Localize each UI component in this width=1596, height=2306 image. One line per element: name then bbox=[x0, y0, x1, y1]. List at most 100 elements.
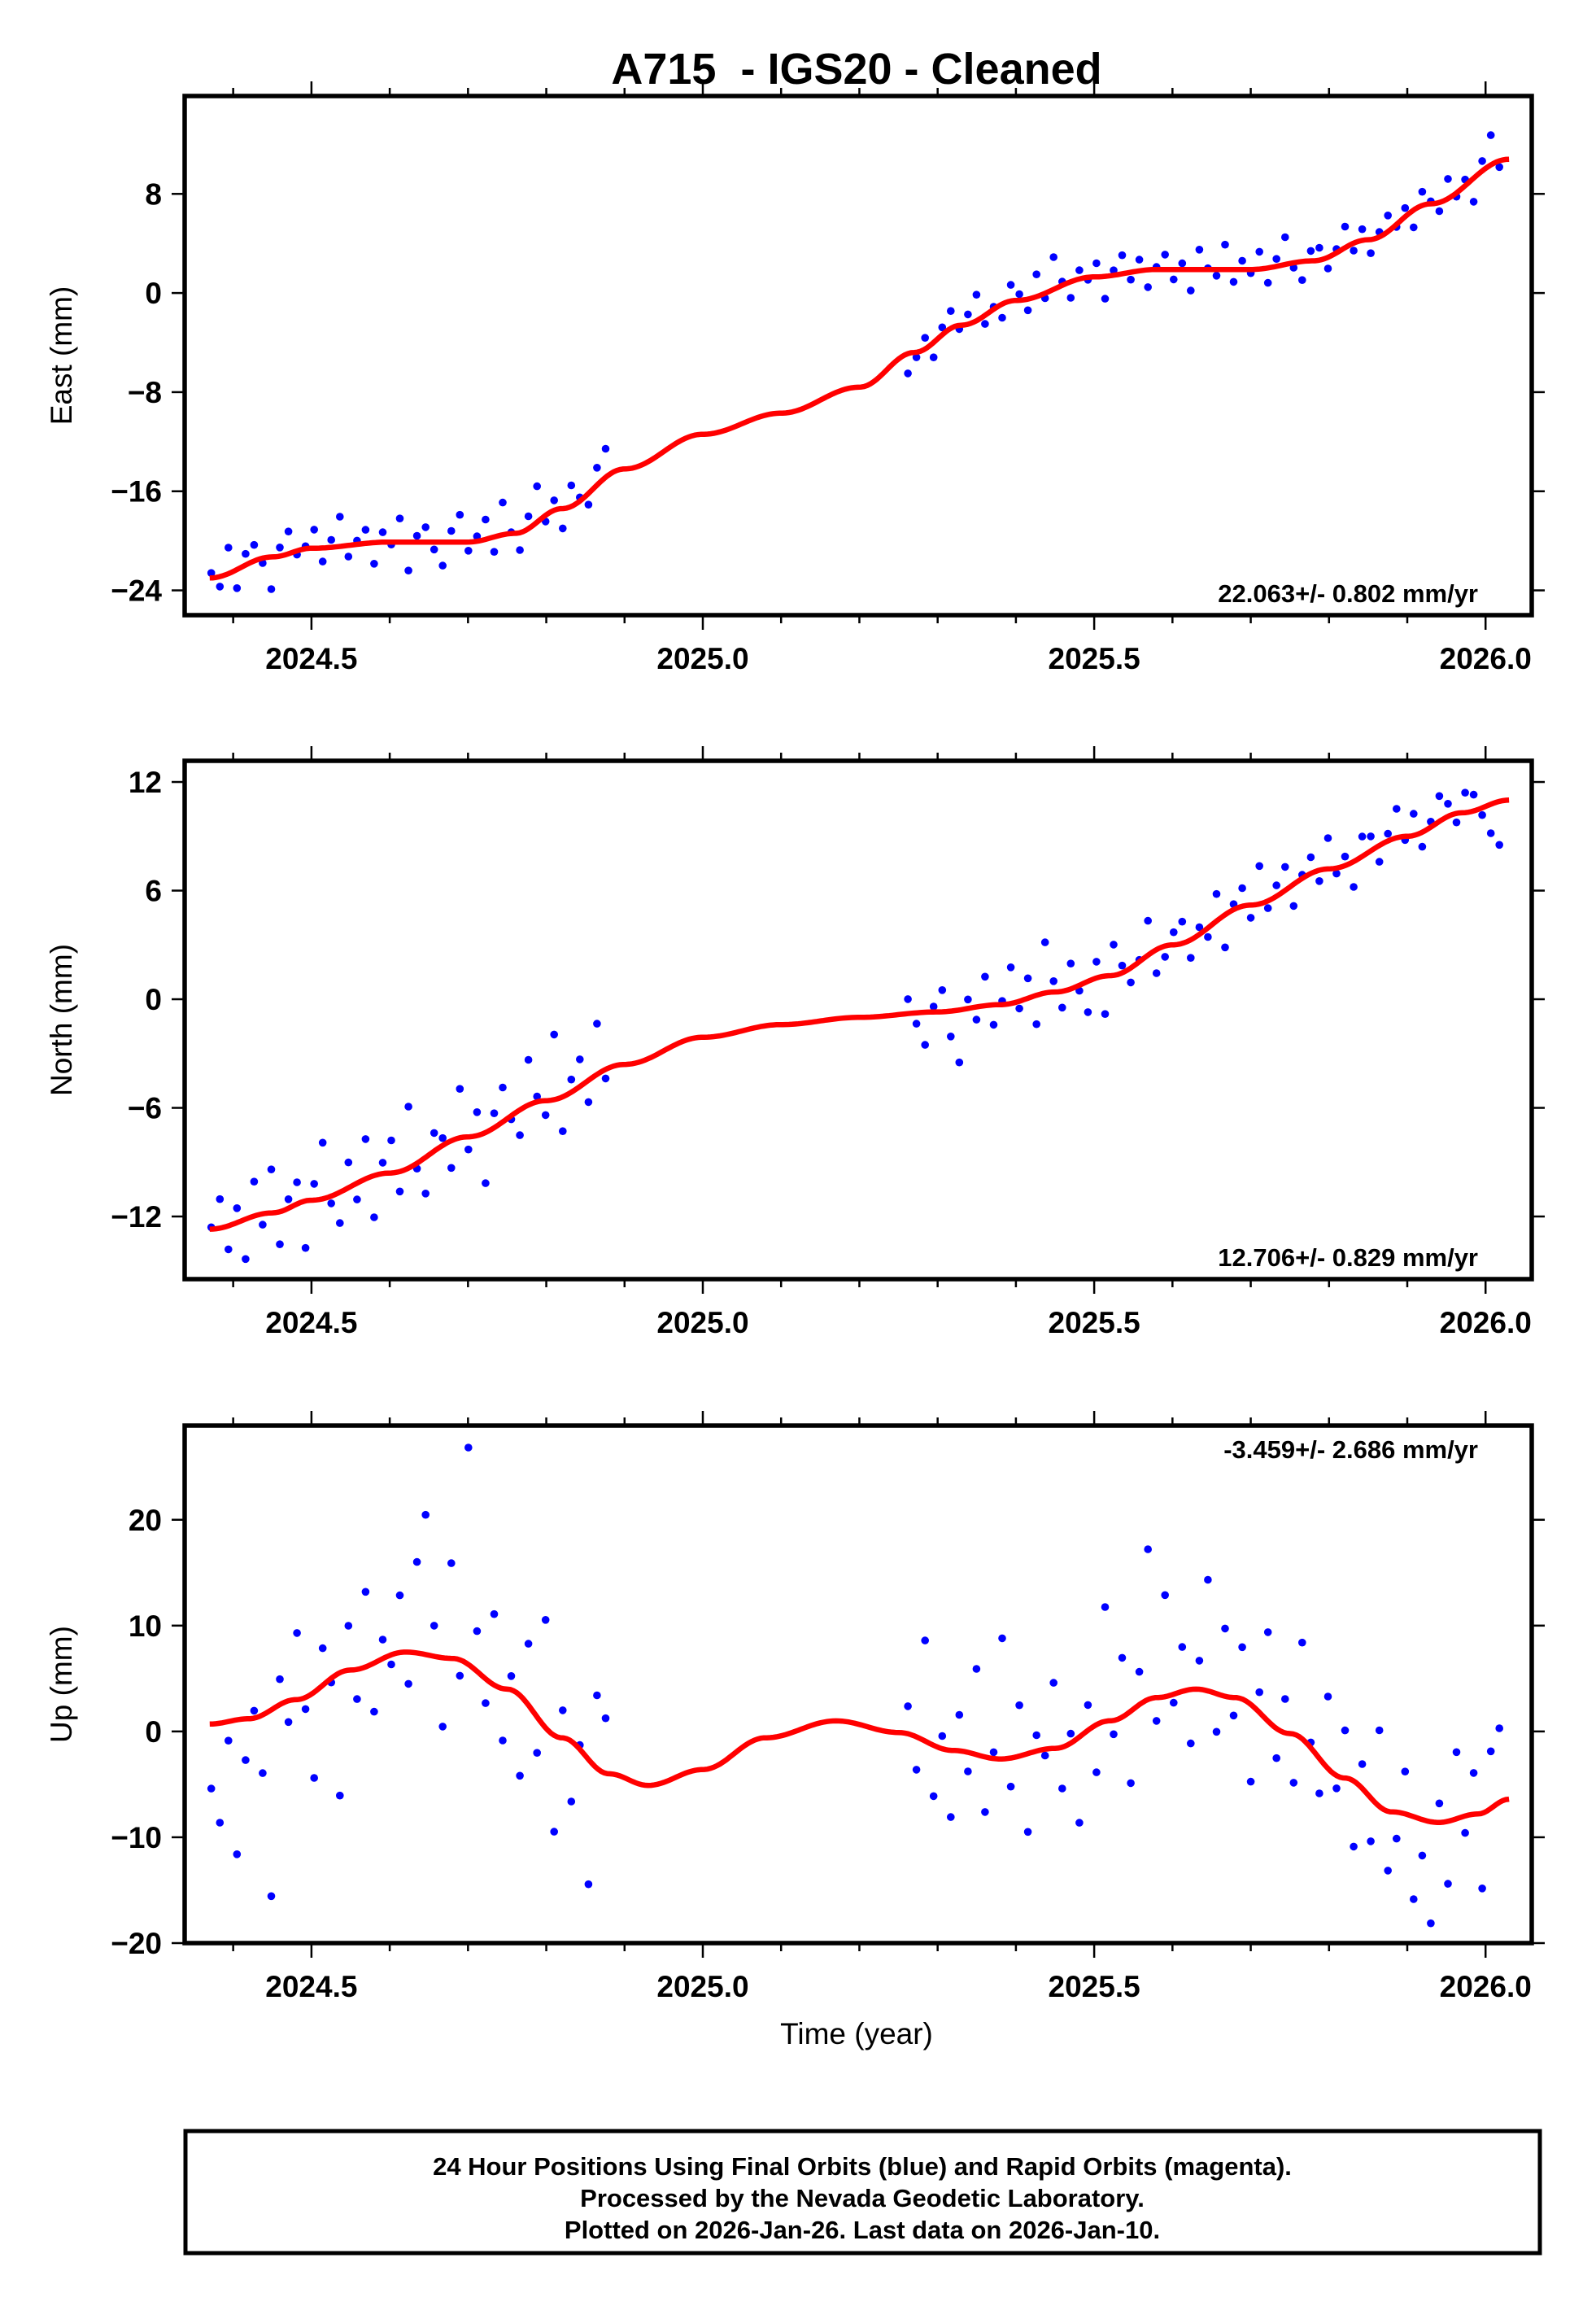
x-tick-label: 2024.5 bbox=[265, 1306, 357, 1339]
data-point bbox=[912, 1766, 921, 1774]
data-point bbox=[1118, 1653, 1127, 1662]
data-point bbox=[412, 531, 421, 540]
data-point bbox=[1263, 1628, 1272, 1636]
data-point bbox=[395, 1591, 404, 1600]
data-point bbox=[464, 1443, 473, 1452]
data-point bbox=[216, 1819, 225, 1827]
data-point bbox=[1393, 805, 1401, 813]
data-point bbox=[1298, 276, 1306, 285]
data-point bbox=[430, 545, 438, 554]
data-point bbox=[1469, 790, 1478, 799]
velocity-rate-label: -3.459+/- 2.686 mm/yr bbox=[1223, 1435, 1478, 1464]
data-point bbox=[1315, 243, 1323, 252]
data-point bbox=[559, 524, 567, 533]
data-point bbox=[318, 1644, 327, 1653]
data-point bbox=[1040, 938, 1049, 946]
data-point bbox=[1110, 1730, 1118, 1739]
data-point bbox=[1452, 1748, 1461, 1757]
y-tick-label: −6 bbox=[128, 1092, 162, 1125]
data-point bbox=[1315, 1789, 1323, 1797]
data-point bbox=[1161, 1591, 1169, 1600]
data-point bbox=[1058, 1784, 1066, 1793]
data-point bbox=[1092, 958, 1101, 966]
x-tick-label: 2026.0 bbox=[1440, 642, 1532, 675]
data-point bbox=[216, 1194, 225, 1203]
data-point bbox=[1023, 974, 1032, 983]
data-point bbox=[964, 1767, 972, 1775]
data-point bbox=[1144, 916, 1152, 925]
data-point bbox=[499, 1736, 507, 1745]
data-point bbox=[1101, 1010, 1110, 1018]
data-point bbox=[1358, 832, 1367, 841]
data-point bbox=[1272, 255, 1280, 264]
data-point bbox=[1144, 1545, 1152, 1553]
data-point bbox=[421, 523, 430, 531]
data-point bbox=[1486, 1747, 1495, 1756]
data-point bbox=[947, 1033, 955, 1041]
data-point bbox=[1332, 869, 1341, 878]
data-point bbox=[412, 1557, 421, 1566]
data-point bbox=[1255, 247, 1263, 256]
data-point bbox=[1049, 1679, 1057, 1687]
data-point bbox=[1187, 286, 1195, 295]
data-point bbox=[276, 1675, 284, 1684]
data-point bbox=[1478, 1885, 1486, 1893]
data-point bbox=[395, 514, 404, 522]
data-point bbox=[567, 1797, 576, 1806]
data-point bbox=[1435, 1799, 1444, 1808]
data-point bbox=[1195, 246, 1204, 254]
data-point bbox=[378, 1636, 387, 1644]
data-point bbox=[1229, 277, 1238, 286]
data-point bbox=[344, 1158, 353, 1167]
data-point bbox=[318, 1138, 327, 1147]
data-point bbox=[1127, 978, 1135, 987]
data-point bbox=[1289, 1779, 1298, 1787]
data-point bbox=[1435, 792, 1444, 801]
data-point bbox=[1323, 1692, 1332, 1701]
data-point bbox=[1486, 829, 1495, 837]
data-point bbox=[1418, 1851, 1427, 1860]
data-point bbox=[447, 1559, 456, 1567]
data-point bbox=[1341, 222, 1350, 231]
data-point bbox=[1384, 212, 1392, 220]
data-point bbox=[601, 444, 610, 453]
data-point bbox=[378, 1159, 387, 1167]
data-point bbox=[438, 1133, 447, 1142]
footer-line-1: 24 Hour Positions Using Final Orbits (bl… bbox=[433, 2152, 1292, 2181]
data-point bbox=[276, 1240, 284, 1248]
data-point bbox=[250, 540, 259, 549]
data-point bbox=[601, 1714, 610, 1723]
data-point bbox=[1032, 1731, 1040, 1740]
data-point bbox=[593, 1020, 601, 1028]
data-point bbox=[242, 1756, 250, 1764]
data-point bbox=[1418, 187, 1427, 196]
data-point bbox=[344, 1622, 353, 1630]
data-point bbox=[524, 512, 533, 521]
data-point bbox=[1075, 266, 1084, 274]
data-point bbox=[1281, 863, 1289, 871]
north-panel: 2024.5 2025.0 2025.5 2026.0 −12 −6 0 6 12 North (… bbox=[45, 746, 1545, 1339]
data-point bbox=[293, 1629, 301, 1637]
data-point bbox=[267, 585, 276, 593]
y-tick-label: 0 bbox=[145, 277, 162, 310]
data-point bbox=[567, 1075, 576, 1084]
y-tick-label: 0 bbox=[145, 983, 162, 1016]
data-point bbox=[259, 1221, 267, 1229]
up-panel: 2024.5 2025.0 2025.5 2026.0 −20 −10 0 10 20 Up (m… bbox=[45, 1411, 1545, 2003]
data-point bbox=[464, 547, 473, 555]
footer-box: 24 Hour Positions Using Final Orbits (bl… bbox=[183, 2129, 1542, 2256]
data-point bbox=[601, 1074, 610, 1083]
data-point bbox=[293, 1178, 301, 1186]
data-point bbox=[1032, 1020, 1040, 1029]
data-point bbox=[482, 1179, 490, 1187]
data-point bbox=[1152, 969, 1161, 977]
data-point bbox=[1350, 1842, 1358, 1851]
data-point bbox=[267, 1892, 276, 1901]
data-points bbox=[207, 1443, 1503, 1928]
x-tick-label: 2025.0 bbox=[656, 1970, 748, 2003]
y-tick-label: −20 bbox=[111, 1927, 162, 1960]
data-point bbox=[947, 1813, 955, 1821]
data-point bbox=[1092, 259, 1101, 268]
data-point bbox=[550, 496, 558, 504]
data-point bbox=[1246, 1777, 1255, 1786]
